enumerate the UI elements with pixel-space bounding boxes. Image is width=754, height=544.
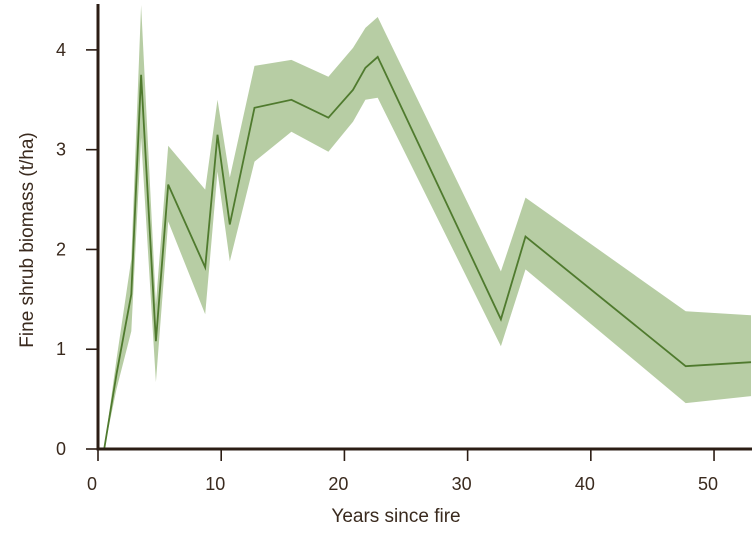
x-axis-title: Years since fire: [331, 506, 460, 527]
x-tick-label: 40: [575, 474, 595, 494]
y-tick-label: 2: [56, 239, 66, 259]
x-tick-label: 0: [87, 474, 97, 494]
x-tick-label: 10: [205, 474, 225, 494]
y-tick-label: 3: [56, 140, 66, 160]
y-tick-label: 4: [56, 40, 66, 60]
y-tick-label: 0: [56, 439, 66, 459]
x-tick-label: 30: [452, 474, 472, 494]
tick-layer: 0 10 20 30 40 50 0 1 2 3 4: [56, 40, 718, 494]
y-tick-label: 1: [56, 339, 66, 359]
y-axis-title: Fine shrub biomass (t/ha): [17, 132, 38, 347]
axes-layer: [96, 4, 752, 451]
x-tick-label: 50: [698, 474, 718, 494]
confidence-band-layer: [104, 5, 751, 449]
series-line-0: [103, 55, 752, 450]
series-line-layer: [103, 55, 752, 450]
x-tick-label: 20: [328, 474, 348, 494]
confidence-band-0: [104, 5, 751, 449]
